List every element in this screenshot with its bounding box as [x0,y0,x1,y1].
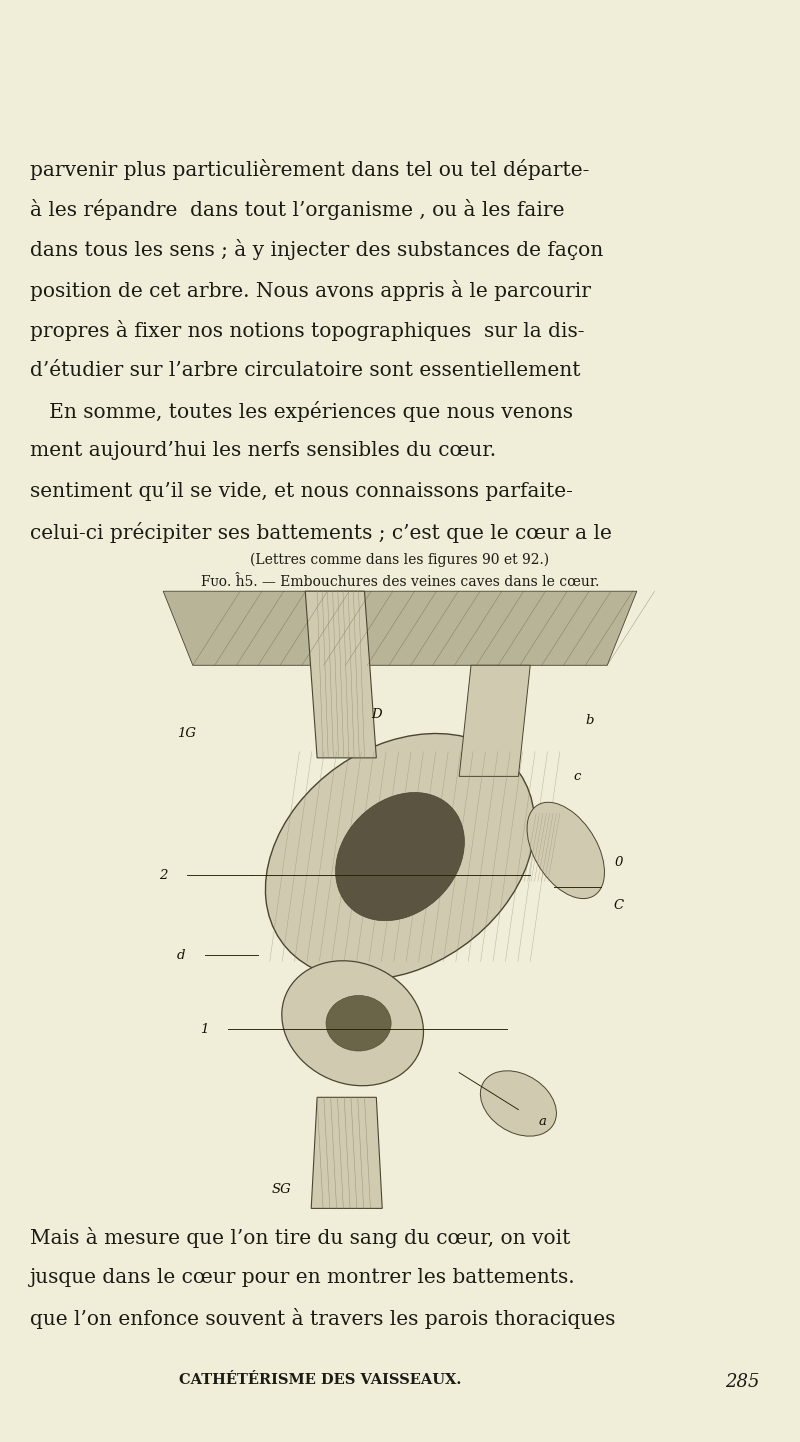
Text: D: D [371,708,382,721]
Text: a: a [538,1116,546,1129]
Text: Mais à mesure que l’on tire du sang du cœur, on voit: Mais à mesure que l’on tire du sang du c… [30,1227,570,1249]
Text: d’étudier sur l’arbre circulatoire sont essentiellement: d’étudier sur l’arbre circulatoire sont … [30,360,581,379]
Text: Fᴜᴏ. ĥ5. — Embouchures des veines caves dans le cœur.: Fᴜᴏ. ĥ5. — Embouchures des veines caves … [201,575,599,590]
Ellipse shape [266,734,534,979]
Text: jusque dans le cœur pour en montrer les battements.: jusque dans le cœur pour en montrer les … [30,1268,576,1286]
Text: que l’on enfonce souvent à travers les parois thoraciques: que l’on enfonce souvent à travers les p… [30,1308,616,1330]
Text: position de cet arbre. Nous avons appris à le parcourir: position de cet arbre. Nous avons appris… [30,280,591,301]
Text: dans tous les sens ; à y injecter des substances de façon: dans tous les sens ; à y injecter des su… [30,239,604,261]
Polygon shape [163,591,637,665]
Text: 1G: 1G [178,727,196,740]
Text: parvenir plus particulièrement dans tel ou tel départe-: parvenir plus particulièrement dans tel … [30,159,590,180]
Ellipse shape [326,995,391,1051]
Text: C: C [614,900,624,913]
Text: sentiment qu’il se vide, et nous connaissons parfaite-: sentiment qu’il se vide, et nous connais… [30,482,574,500]
Text: (Lettres comme dans les figures 90 et 92.): (Lettres comme dans les figures 90 et 92… [250,552,550,567]
Text: à les répandre  dans tout l’organisme , ou à les faire: à les répandre dans tout l’organisme , o… [30,199,565,221]
Text: propres à fixer nos notions topographiques  sur la dis-: propres à fixer nos notions topographiqu… [30,320,585,342]
Ellipse shape [282,960,423,1086]
Bar [104,591,696,1208]
Text: celui-ci précipiter ses battements ; c’est que le cœur a le: celui-ci précipiter ses battements ; c’e… [30,522,612,544]
Ellipse shape [480,1071,557,1136]
Text: d: d [177,949,186,962]
Text: 0: 0 [615,857,623,870]
Text: SG: SG [272,1184,291,1197]
Ellipse shape [527,802,605,898]
Text: ment aujourd’hui les nerfs sensibles du cœur.: ment aujourd’hui les nerfs sensibles du … [30,441,497,460]
Ellipse shape [335,793,465,920]
Text: 1: 1 [201,1022,209,1035]
Text: 285: 285 [726,1373,760,1390]
Text: b: b [585,714,594,727]
Text: CATHÉTÉRISME DES VAISSEAUX.: CATHÉTÉRISME DES VAISSEAUX. [179,1373,461,1387]
Text: c: c [574,770,582,783]
Polygon shape [311,1097,382,1208]
Text: En somme, toutes les expériences que nous venons: En somme, toutes les expériences que nou… [30,401,574,423]
Polygon shape [306,591,376,758]
Polygon shape [459,665,530,776]
Text: 2: 2 [159,868,167,881]
